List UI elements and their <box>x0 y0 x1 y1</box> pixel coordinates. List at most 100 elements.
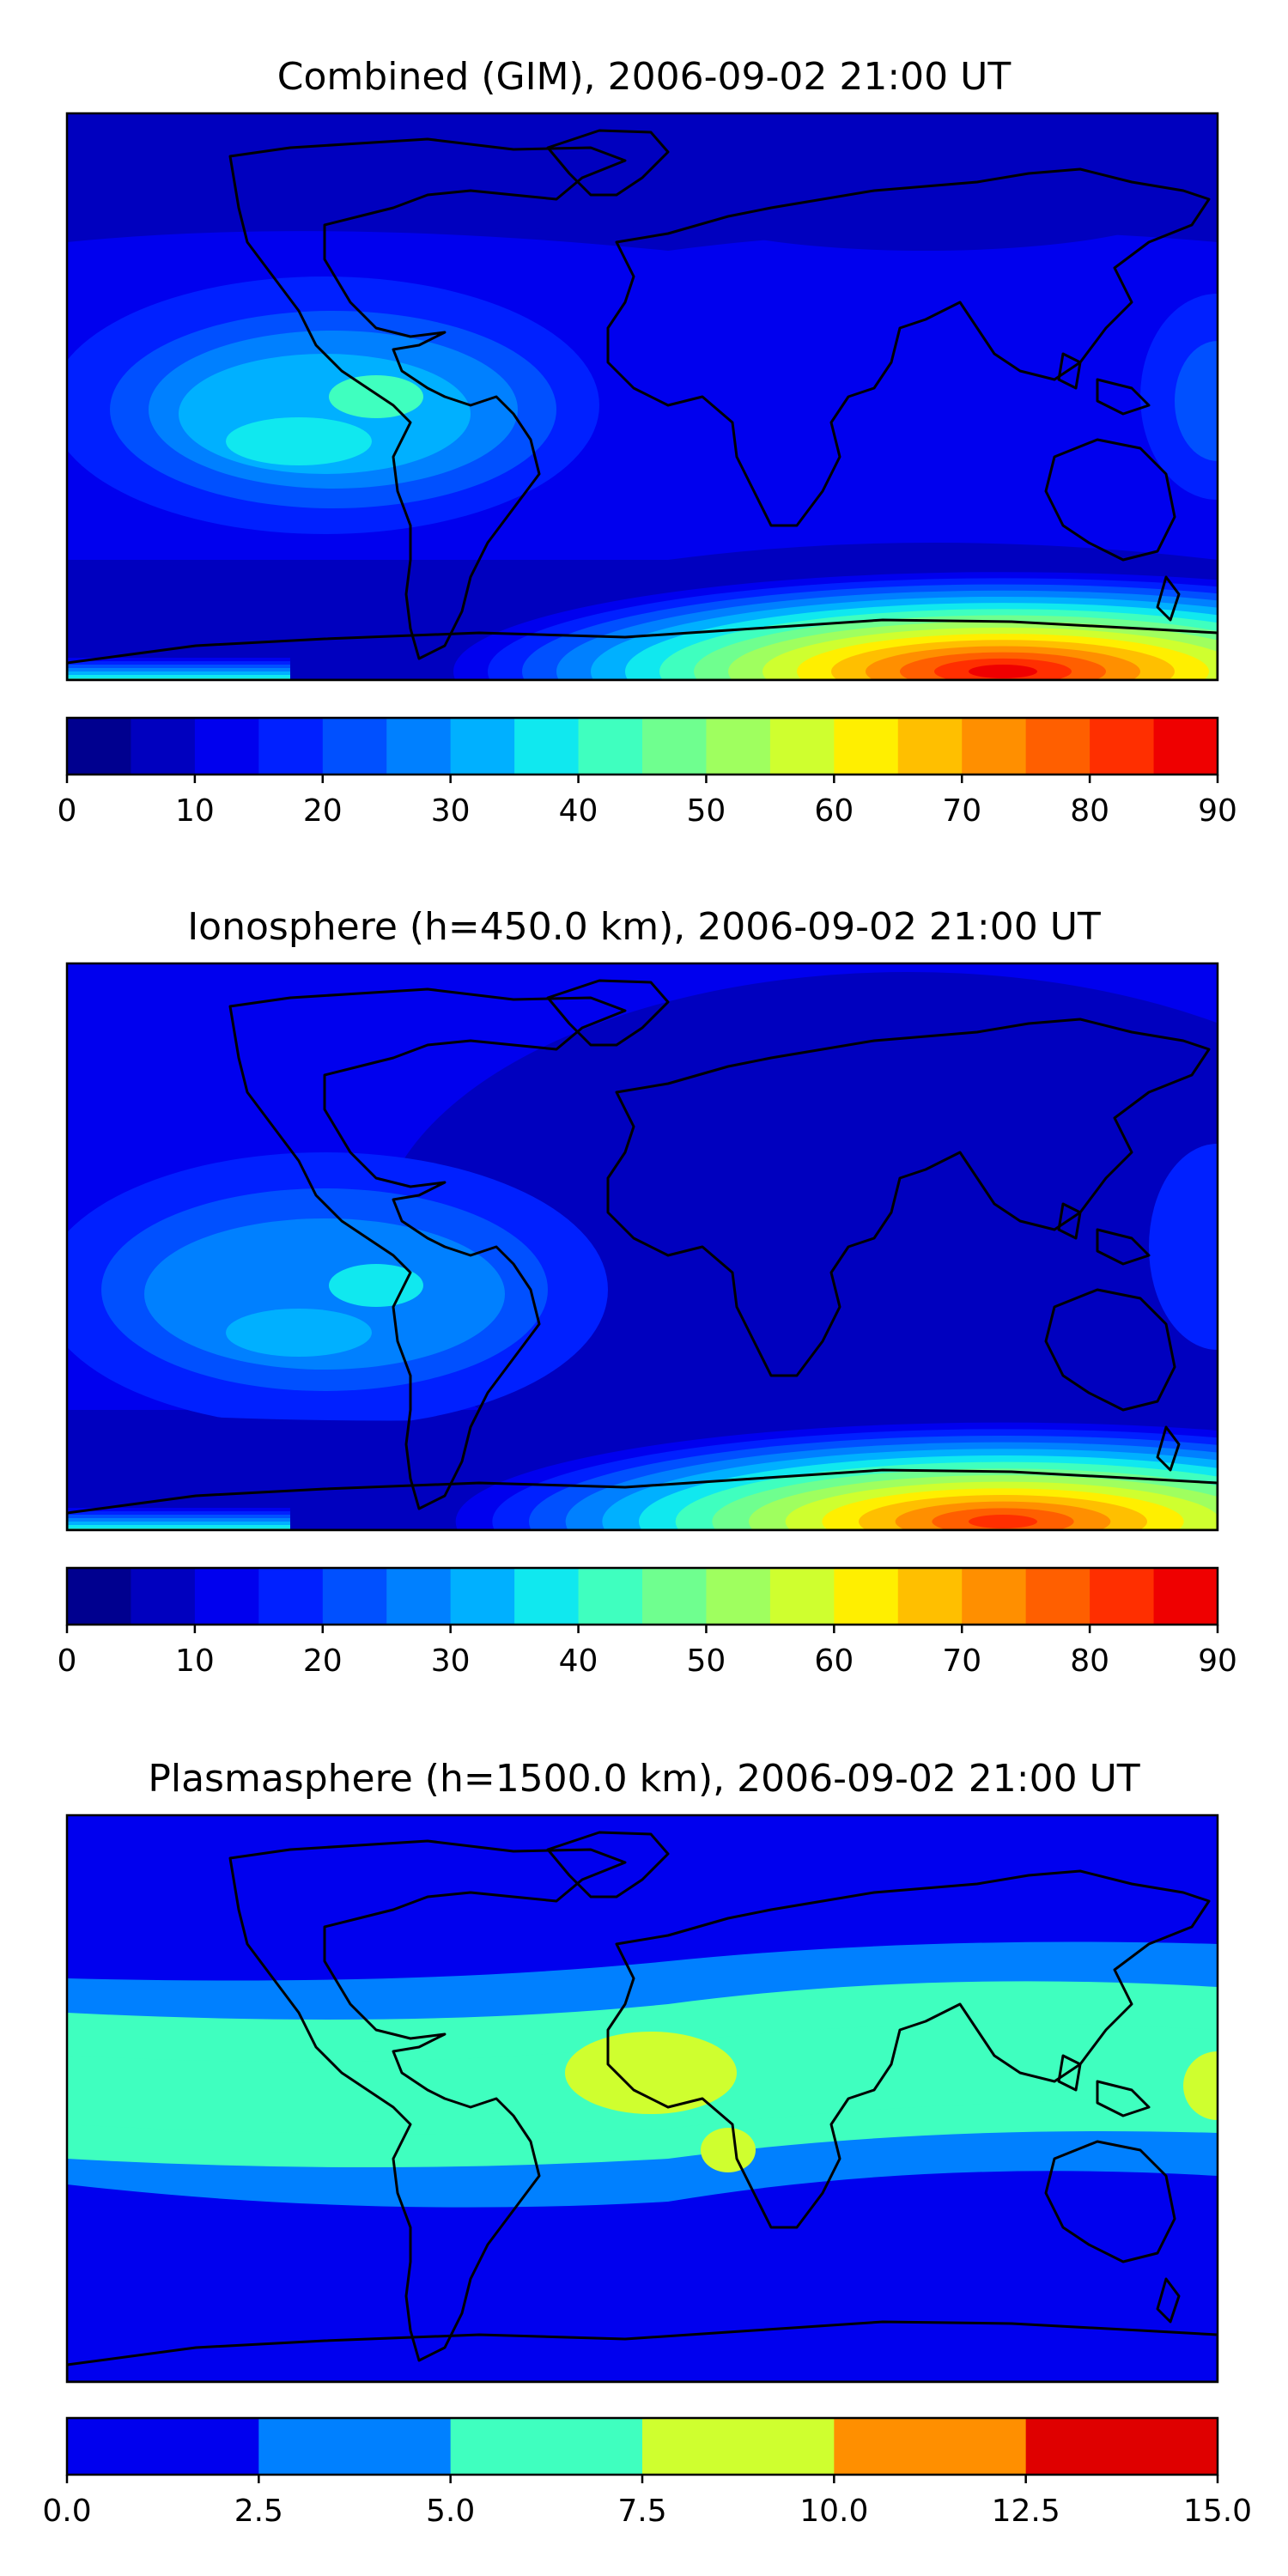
colorbar-tick-label: 10 <box>175 793 215 829</box>
chart-title: Ionosphere (h=450.0 km), 2006-09-02 21:0… <box>187 905 1101 949</box>
chart-title: Plasmasphere (h=1500.0 km), 2006-09-02 2… <box>148 1757 1139 1801</box>
chart-panel-2: Ionosphere (h=450.0 km), 2006-09-02 21:0… <box>58 905 1237 1679</box>
colorbar-tick-label: 60 <box>814 1643 854 1679</box>
colorbar-segment <box>706 718 771 775</box>
feature-atlantic-maximum <box>701 2128 756 2172</box>
colorbar-tick-label: 90 <box>1198 793 1237 829</box>
colorbar-tick-label: 0 <box>58 793 77 829</box>
colorbar-tick-label: 10.0 <box>799 2494 868 2529</box>
colorbar-segment <box>322 1568 387 1625</box>
colorbar-segment <box>834 2418 1027 2475</box>
colorbar-segment <box>131 718 196 775</box>
colorbar-segment <box>962 1568 1027 1625</box>
map-frame <box>65 1814 1219 2384</box>
colorbar-segment <box>962 718 1027 775</box>
colorbar-segment <box>194 1568 259 1625</box>
colorbar-segment <box>1153 718 1218 775</box>
colorbar: 0 10 20 30 40 50 60 70 80 90 <box>58 1566 1237 1679</box>
colorbar-tick-label: 70 <box>942 793 981 829</box>
contour-level <box>1149 1144 1218 1350</box>
colorbar-tick-label: 40 <box>559 1643 598 1679</box>
feature-southern-edge-level <box>67 1525 290 1530</box>
colorbar-segment <box>67 2418 259 2475</box>
colorbar-tick-label: 50 <box>687 1643 726 1679</box>
colorbar-segment <box>1025 1568 1091 1625</box>
colorbar-tick-label: 20 <box>303 1643 343 1679</box>
colorbar-tick-label: 60 <box>814 793 854 829</box>
colorbar-segment <box>769 718 835 775</box>
colorbar: 0 10 20 30 40 50 60 70 80 90 <box>58 716 1237 829</box>
colorbar-segment <box>769 1568 835 1625</box>
colorbar-tick-label: 30 <box>431 793 471 829</box>
feature-equatorial-anomaly-core <box>329 375 423 418</box>
colorbar-segment <box>706 1568 771 1625</box>
colorbar-segment <box>1025 2418 1218 2475</box>
colorbar-tick-label: 0 <box>58 1643 77 1679</box>
feature-southern-polar-peak-level <box>969 665 1037 678</box>
colorbar-tick-label: 80 <box>1070 1643 1109 1679</box>
colorbar-tick-label: 90 <box>1198 1643 1237 1679</box>
map-plot <box>65 112 1219 682</box>
colorbar-segment <box>450 2418 643 2475</box>
map-frame <box>65 112 1219 682</box>
colorbar-tick-label: 10 <box>175 1643 215 1679</box>
colorbar-tick-label: 80 <box>1070 793 1109 829</box>
contour-level <box>376 972 1218 1522</box>
colorbar-tick-label: 0.0 <box>42 2494 91 2529</box>
colorbar-segment <box>1090 1568 1155 1625</box>
feature-atlantic-maximum <box>1183 2051 1218 2120</box>
contour-level <box>1175 341 1218 461</box>
chart-title: Combined (GIM), 2006-09-02 21:00 UT <box>277 55 1012 99</box>
colorbar-tick-label: 7.5 <box>617 2494 666 2529</box>
colorbar-segment <box>450 718 515 775</box>
colorbar-segment <box>514 1568 580 1625</box>
feature-equatorial-anomaly-pacific <box>226 1309 372 1357</box>
colorbar-segment <box>578 718 643 775</box>
feature-southern-edge-level <box>67 675 290 680</box>
colorbar-segment <box>834 1568 899 1625</box>
colorbar-segment <box>897 718 963 775</box>
feature-atlantic-maximum <box>565 2032 737 2114</box>
chart-panel-1: Combined (GIM), 2006-09-02 21:00 UT 0 10 20… <box>58 55 1237 829</box>
colorbar-frame <box>65 716 1219 776</box>
colorbar-frame <box>65 1566 1219 1626</box>
contour-level <box>659 148 1192 251</box>
colorbar-segment <box>67 718 131 775</box>
feature-southern-polar-peak-level <box>969 1515 1037 1528</box>
colorbar-segment <box>1090 718 1155 775</box>
colorbar-tick-label: 20 <box>303 793 343 829</box>
colorbar-segment <box>642 718 707 775</box>
colorbar-tick-label: 40 <box>559 793 598 829</box>
feature-equatorial-anomaly-pacific <box>226 417 372 465</box>
colorbar-tick-label: 5.0 <box>426 2494 475 2529</box>
colorbar-segment <box>194 718 259 775</box>
colorbar-segment <box>642 1568 707 1625</box>
colorbar-tick-label: 30 <box>431 1643 471 1679</box>
colorbar-tick-label: 70 <box>942 1643 981 1679</box>
colorbar-tick-label: 50 <box>687 793 726 829</box>
colorbar-segment <box>514 718 580 775</box>
colorbar-segment <box>897 1568 963 1625</box>
colorbar-tick-label: 12.5 <box>992 2494 1060 2529</box>
colorbar-tick-label: 2.5 <box>234 2494 283 2529</box>
colorbar-segment <box>258 718 324 775</box>
colorbar-segment <box>131 1568 196 1625</box>
colorbar-segment <box>642 2418 835 2475</box>
colorbar-segment <box>386 1568 452 1625</box>
map-plot <box>65 962 1219 1532</box>
colorbar-tick-label: 15.0 <box>1183 2494 1252 2529</box>
chart-panel-3: Plasmasphere (h=1500.0 km), 2006-09-02 2… <box>42 1757 1252 2529</box>
colorbar-segment <box>1025 718 1091 775</box>
colorbar-segment <box>1153 1568 1218 1625</box>
colorbar-segment <box>386 718 452 775</box>
colorbar-segment <box>258 2418 452 2475</box>
colorbar: 0.0 2.5 5.0 7.5 10.0 12.5 15.0 <box>42 2416 1252 2529</box>
colorbar-segment <box>578 1568 643 1625</box>
colorbar-segment <box>450 1568 515 1625</box>
colorbar-segment <box>834 718 899 775</box>
map-plot <box>65 1814 1219 2384</box>
map-frame <box>65 962 1219 1532</box>
colorbar-segment <box>322 718 387 775</box>
colorbar-segment <box>67 1568 131 1625</box>
